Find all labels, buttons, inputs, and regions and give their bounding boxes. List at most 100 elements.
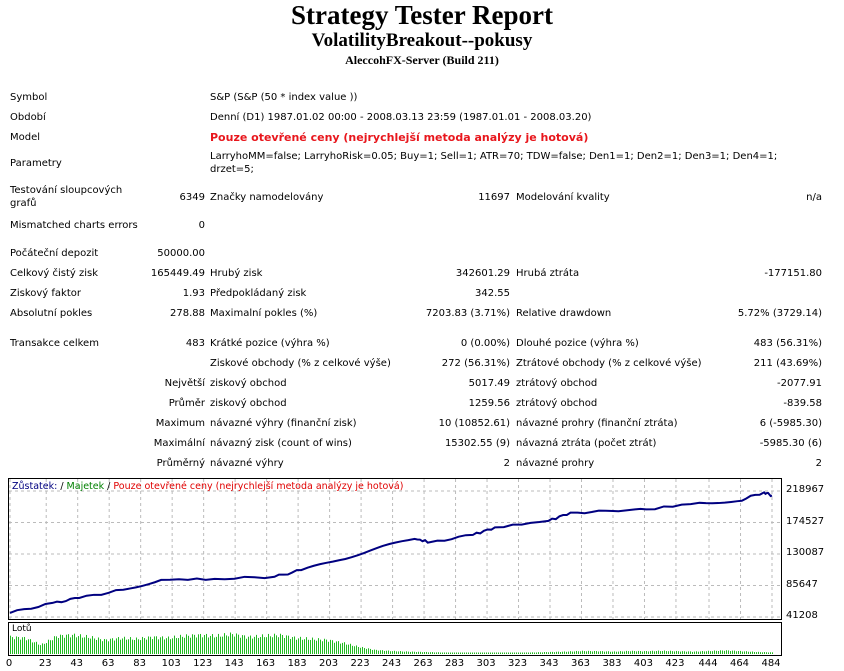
stat-value: 0 (0.00%)	[460, 337, 510, 349]
lots-bar	[494, 652, 495, 654]
lots-bar	[180, 634, 181, 654]
lots-bar	[710, 651, 711, 654]
lots-bar	[668, 651, 669, 654]
lots-bar	[590, 651, 591, 654]
lots-bar	[104, 638, 105, 654]
stat-row: Průměr ziskový obchod 1259.56 ztrátový obch…	[10, 393, 822, 413]
lots-bar	[110, 638, 111, 654]
lots-bar	[692, 651, 693, 654]
stat-value: 2	[815, 457, 822, 469]
lots-bar	[228, 636, 229, 654]
lots-bar	[152, 639, 153, 654]
stat-label: Relative drawdown	[516, 307, 612, 319]
lots-bar	[422, 652, 423, 654]
stat-label: Maximalní pokles (%)	[210, 307, 318, 319]
stat-label: návazné prohry	[516, 457, 595, 469]
stat-value: Maximum	[155, 417, 205, 429]
lots-bar	[694, 651, 695, 654]
lots-bar	[582, 650, 583, 654]
x-tick-label: 403	[633, 658, 654, 669]
lots-bar	[462, 652, 463, 654]
lots-bar	[330, 639, 331, 654]
lots-bar	[652, 650, 653, 654]
lots-bar	[444, 652, 445, 654]
lots-bar	[10, 635, 11, 654]
equity-chart	[8, 478, 782, 620]
lots-bar	[620, 651, 621, 654]
x-tick-label: 83	[133, 658, 147, 669]
lots-bar	[256, 634, 257, 654]
stat-value: 165449.49	[150, 267, 205, 279]
stat-value: 15302.55 (9)	[444, 437, 510, 449]
lots-bar	[38, 644, 39, 654]
lots-bar	[508, 652, 509, 654]
stat-value: 10 (10852.61)	[438, 417, 510, 429]
lots-bar	[126, 639, 127, 654]
stat-label: Předpokládaný zisk	[210, 287, 307, 299]
lots-bar	[112, 638, 113, 654]
lots-bar	[240, 637, 241, 654]
lots-bar	[716, 650, 717, 654]
lots-bar	[438, 652, 439, 654]
label: Značky namodelovány	[210, 191, 324, 203]
lots-bar	[238, 634, 239, 654]
value: S&P (S&P (50 * index value ))	[210, 91, 358, 103]
lots-bar	[646, 651, 647, 654]
lots-bar	[680, 651, 681, 654]
lots-bar	[466, 652, 467, 654]
lots-bar	[368, 648, 369, 654]
x-tick-label: 63	[101, 658, 115, 669]
x-tick-label: 243	[382, 658, 402, 669]
lots-bar	[386, 650, 387, 654]
lots-bar	[382, 650, 383, 654]
lots-bar	[662, 650, 663, 654]
lots-bar	[232, 634, 233, 654]
lots-bar	[58, 637, 59, 654]
lots-bar	[174, 635, 175, 654]
lots-bar	[136, 637, 137, 654]
lots-bar	[690, 651, 691, 654]
lots-bar	[722, 650, 723, 654]
lots-bar	[540, 652, 541, 654]
lots-bar	[434, 652, 435, 654]
value: Denní (D1) 1987.01.02 00:00 - 2008.03.13…	[210, 111, 592, 123]
lots-bar	[750, 651, 751, 654]
stat-value: 483 (56.31%)	[753, 337, 822, 349]
lots-bar	[326, 639, 327, 654]
y-tick-label: 174527	[786, 515, 825, 527]
lots-bar	[420, 651, 421, 654]
lots-bar	[350, 643, 351, 654]
stat-row: Ziskové obchody (% z celkové výše) 272 (5…	[10, 353, 822, 373]
lots-bar	[400, 651, 401, 654]
lots-bar	[734, 650, 735, 654]
lots-bar	[68, 634, 69, 654]
lots-bar	[250, 635, 251, 654]
stat-value: 1.93	[182, 287, 205, 299]
lots-bar	[262, 634, 263, 654]
lots-bar	[446, 652, 447, 654]
lots-bar	[630, 651, 631, 654]
x-tick-label: 103	[161, 658, 181, 669]
lots-bar	[216, 636, 217, 654]
lots-bar	[684, 651, 685, 654]
legend-balance: Zůstatek:	[12, 481, 58, 492]
lots-bar	[514, 652, 515, 654]
lots-bar	[26, 640, 27, 654]
label: Mismatched charts errors	[10, 219, 138, 231]
lots-bar	[150, 636, 151, 654]
stat-value: 7203.83 (3.71%)	[425, 307, 510, 319]
lots-bar	[222, 636, 223, 654]
lots-bar	[492, 652, 493, 654]
lots-bar	[62, 635, 63, 654]
lots-bar	[140, 640, 141, 654]
lots-bar	[302, 639, 303, 654]
lots-bar	[120, 639, 121, 654]
lots-bar	[266, 637, 267, 654]
lots-bar	[328, 641, 329, 654]
lots-bar	[98, 637, 99, 654]
lots-bar	[200, 633, 201, 654]
value: 11697	[478, 191, 510, 203]
lots-bar	[210, 635, 211, 654]
lots-bar	[270, 636, 271, 654]
lots-bar	[394, 650, 395, 654]
